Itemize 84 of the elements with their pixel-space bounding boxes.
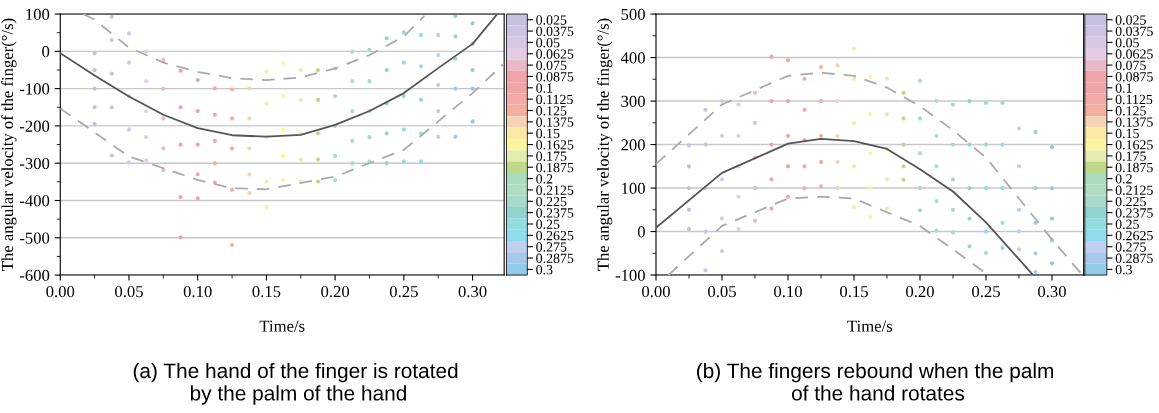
color-bar-label: 0.225 (1115, 196, 1146, 207)
color-bar-label: 0.25 (536, 219, 560, 230)
x-tick-label: 0.30 (1038, 285, 1066, 298)
text: (b) The fingers rebound when the palm of the hand rotates (697, 362, 1053, 401)
color-bar-label: 0.1 (1115, 83, 1132, 93)
color-bar-label: 0.2625 (1115, 230, 1153, 241)
color-bar-label: 0.2625 (536, 230, 574, 241)
color-bar-label: 0.175 (536, 151, 567, 161)
y-tick-label: -100 (615, 269, 645, 281)
x-tick-label: 0.05 (115, 285, 143, 298)
color-bar-label: 0.0625 (536, 49, 574, 59)
x-tick-label: 0.15 (840, 285, 868, 298)
color-bar-label: 0.3 (1115, 264, 1132, 275)
y-tick-label: -200 (19, 120, 50, 132)
color-bar-label: 0.125 (536, 106, 567, 116)
color-bar-label: 0.0875 (536, 72, 574, 82)
x-tick-label: 0.20 (321, 285, 350, 298)
color-bar-label: 0.2875 (536, 253, 574, 264)
line-series (60, 14, 499, 138)
color-bar-label: 0.1 (536, 83, 553, 93)
x-tick-label: 0.25 (972, 285, 1000, 298)
color-bar-label: 0.0875 (1115, 72, 1153, 82)
color-bar-label: 0.1625 (536, 140, 574, 150)
color-bar-label: 0.075 (1115, 60, 1146, 71)
color-bar-label: 0.05 (536, 38, 560, 48)
color-bar-label: 0.2375 (1115, 208, 1153, 218)
x-tick-label: 0.00 (642, 285, 670, 298)
y-tick-label: -600 (19, 269, 50, 281)
color-bar-label: 0.125 (1115, 106, 1146, 116)
color-bar-label: 0.15 (1115, 128, 1139, 139)
color-bar-label: 0.2875 (1115, 253, 1153, 264)
y-tick-label: -500 (19, 232, 50, 244)
color-bar-label: 0.2125 (536, 185, 574, 195)
x-tick-label: 0.20 (906, 285, 934, 298)
y-tick-label: 0 (42, 46, 50, 58)
color-bar-label: 0.1875 (1115, 162, 1153, 173)
x-tick-label: 0.25 (389, 285, 418, 298)
y-tick-label: 300 (621, 95, 645, 107)
color-bar-label: 0.0375 (536, 26, 574, 37)
color-bar-label: 0.2125 (1115, 185, 1153, 195)
color-bar-label: 0.25 (1115, 219, 1139, 230)
color-bar-label: 0.225 (536, 196, 567, 207)
x-tick-label: 0.10 (774, 285, 802, 298)
color-bar-label: 0.2 (536, 174, 553, 184)
y-tick-label: 200 (621, 139, 645, 151)
color-bar-label: 0.2375 (536, 208, 574, 218)
x-tick-label: 0.10 (183, 285, 212, 298)
y-tick-label: -100 (19, 83, 50, 95)
y-tick-label: 400 (620, 52, 645, 64)
y-axis-title: The angular velocity of the finger(°/s) (596, 18, 613, 271)
color-bar-label: 0.275 (536, 242, 567, 252)
color-bar-label: 0.05 (1115, 38, 1139, 48)
color-bar-label: 0.175 (1115, 151, 1146, 161)
color-bar-label: 0.1875 (536, 162, 574, 173)
y-tick-label: 100 (622, 182, 645, 194)
y-tick-label: -400 (19, 195, 50, 207)
y-tick-label: 0 (637, 226, 645, 238)
x-tick-label: 0.00 (46, 285, 75, 298)
color-bar-label: 0.1375 (1115, 117, 1153, 127)
line-series (82, 14, 426, 81)
line-series (60, 62, 505, 191)
color-bar-label: 0.025 (536, 15, 567, 25)
color-bar-label: 0.0625 (1115, 49, 1153, 59)
x-axis-title: Time/s (847, 320, 893, 332)
y-tick-label: -300 (19, 157, 50, 170)
color-bar-label: 0.1125 (536, 94, 573, 105)
color-bar-label: 0.275 (1115, 242, 1146, 252)
color-bar-label: 0.025 (1115, 15, 1146, 25)
color-bar-label: 0.1375 (536, 117, 574, 127)
color-bar-label: 0.0375 (1115, 26, 1153, 37)
color-bar-label: 0.15 (536, 128, 560, 139)
y-tick-label: 100 (26, 8, 50, 20)
y-tick-label: 500 (621, 8, 645, 20)
color-bar-label: 0.075 (536, 60, 567, 71)
color-bar-label: 0.1625 (1115, 140, 1153, 150)
color-bar-label: 0.1125 (1115, 94, 1153, 105)
y-axis-title: The angular velocity of the finger(°/s) (1, 18, 17, 271)
x-tick-label: 0.05 (708, 285, 736, 298)
text: (a) The hand of the finger is rotated by the palm of the hand (133, 362, 458, 405)
color-bar-label: 0.3 (536, 264, 553, 275)
x-axis-title: Time/s (259, 320, 305, 332)
color-bar-label: 0.2 (1115, 174, 1132, 184)
x-tick-label: 0.15 (252, 285, 281, 298)
x-tick-label: 0.30 (458, 285, 487, 298)
